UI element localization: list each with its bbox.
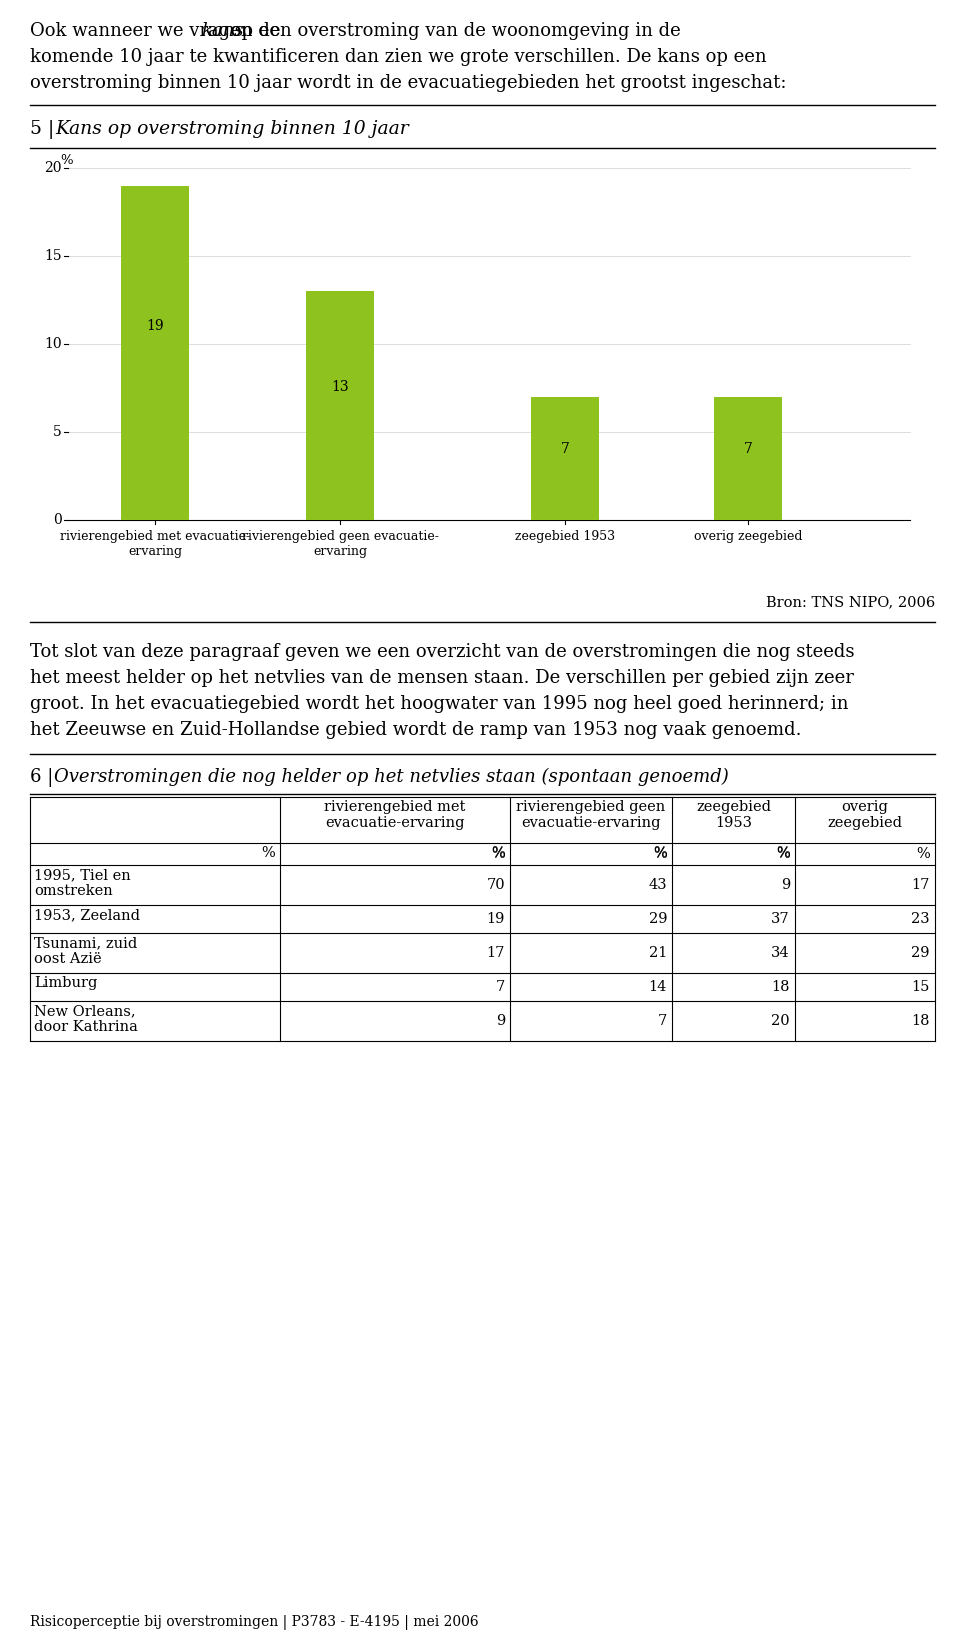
Text: 7: 7 [561, 441, 569, 456]
Text: 20: 20 [772, 1014, 790, 1027]
Text: 18: 18 [772, 980, 790, 994]
Text: rivierengebied geen
evacuatie-ervaring: rivierengebied geen evacuatie-ervaring [516, 801, 665, 830]
Text: 15: 15 [912, 980, 930, 994]
Text: %: % [777, 847, 790, 862]
Text: op een overstroming van de woonomgeving in de: op een overstroming van de woonomgeving … [226, 21, 681, 39]
Text: 6 |: 6 | [30, 768, 60, 788]
Text: %: % [653, 847, 667, 862]
Text: Kans op overstroming binnen 10 jaar: Kans op overstroming binnen 10 jaar [55, 120, 409, 138]
Text: 14: 14 [649, 980, 667, 994]
Text: 34: 34 [772, 945, 790, 960]
Text: 7: 7 [495, 980, 505, 994]
Text: Risicoperceptie bij overstromingen | P3783 - E-4195 | mei 2006: Risicoperceptie bij overstromingen | P37… [30, 1615, 479, 1630]
Text: 10: 10 [44, 336, 62, 351]
Text: 17: 17 [487, 945, 505, 960]
Text: rivierengebied met evacuatie-
ervaring: rivierengebied met evacuatie- ervaring [60, 530, 250, 558]
Text: zeegebied
1953: zeegebied 1953 [696, 801, 771, 830]
Bar [531, 397, 599, 520]
Text: %: % [916, 847, 930, 862]
Text: 43: 43 [648, 878, 667, 893]
Text: Limburg: Limburg [34, 976, 97, 990]
Text: Tsunami, zuid
oost Azië: Tsunami, zuid oost Azië [34, 935, 137, 967]
Text: Bron: TNS NIPO, 2006: Bron: TNS NIPO, 2006 [766, 596, 935, 609]
Text: %: % [653, 847, 667, 860]
Text: Overstromingen die nog helder op het netvlies staan (spontaan genoemd): Overstromingen die nog helder op het net… [54, 768, 729, 786]
Text: New Orleans,
door Kathrina: New Orleans, door Kathrina [34, 1004, 138, 1034]
Text: 13: 13 [331, 381, 348, 394]
Text: 1995, Tiel en
omstreken: 1995, Tiel en omstreken [34, 868, 131, 898]
Text: 20: 20 [44, 161, 62, 176]
Text: het Zeeuwse en Zuid-Hollandse gebied wordt de ramp van 1953 nog vaak genoemd.: het Zeeuwse en Zuid-Hollandse gebied wor… [30, 720, 802, 738]
Text: rivierengebied met
evacuatie-ervaring: rivierengebied met evacuatie-ervaring [324, 801, 466, 830]
Text: Tot slot van deze paragraaf geven we een overzicht van de overstromingen die nog: Tot slot van deze paragraaf geven we een… [30, 643, 854, 661]
Text: %: % [492, 847, 505, 862]
Text: 0: 0 [53, 514, 62, 527]
Text: 19: 19 [487, 912, 505, 926]
Text: 9: 9 [780, 878, 790, 893]
Text: Ook wanneer we vragen de: Ook wanneer we vragen de [30, 21, 286, 39]
Text: 1953, Zeeland: 1953, Zeeland [34, 907, 140, 922]
Text: 21: 21 [649, 945, 667, 960]
Text: overig
zeegebied: overig zeegebied [828, 801, 902, 830]
Text: %: % [777, 847, 790, 860]
Text: 70: 70 [487, 878, 505, 893]
Bar [714, 397, 782, 520]
Text: overig zeegebied: overig zeegebied [694, 530, 803, 543]
Text: %: % [60, 154, 73, 167]
Text: 18: 18 [911, 1014, 930, 1027]
Text: 29: 29 [649, 912, 667, 926]
Text: 5: 5 [53, 425, 62, 440]
Text: 7: 7 [744, 441, 753, 456]
Text: 9: 9 [495, 1014, 505, 1027]
Text: 19: 19 [146, 318, 164, 333]
Text: groot. In het evacuatiegebied wordt het hoogwater van 1995 nog heel goed herinne: groot. In het evacuatiegebied wordt het … [30, 696, 849, 712]
Text: het meest helder op het netvlies van de mensen staan. De verschillen per gebied : het meest helder op het netvlies van de … [30, 670, 853, 688]
Text: 23: 23 [911, 912, 930, 926]
Text: 17: 17 [912, 878, 930, 893]
Text: 5 |: 5 | [30, 120, 60, 139]
Text: 15: 15 [44, 249, 62, 263]
Text: kans: kans [202, 21, 244, 39]
Text: zeegebied 1953: zeegebied 1953 [515, 530, 615, 543]
Text: overstroming binnen 10 jaar wordt in de evacuatiegebieden het grootst ingeschat:: overstroming binnen 10 jaar wordt in de … [30, 74, 786, 92]
Text: 7: 7 [658, 1014, 667, 1027]
Bar [306, 290, 374, 520]
Text: komende 10 jaar te kwantificeren dan zien we grote verschillen. De kans op een: komende 10 jaar te kwantificeren dan zie… [30, 48, 767, 66]
Text: %: % [261, 847, 275, 860]
Text: 29: 29 [911, 945, 930, 960]
Text: %: % [492, 847, 505, 860]
Bar [121, 185, 189, 520]
Text: 37: 37 [772, 912, 790, 926]
Text: rivierengebied geen evacuatie-
ervaring: rivierengebied geen evacuatie- ervaring [242, 530, 439, 558]
